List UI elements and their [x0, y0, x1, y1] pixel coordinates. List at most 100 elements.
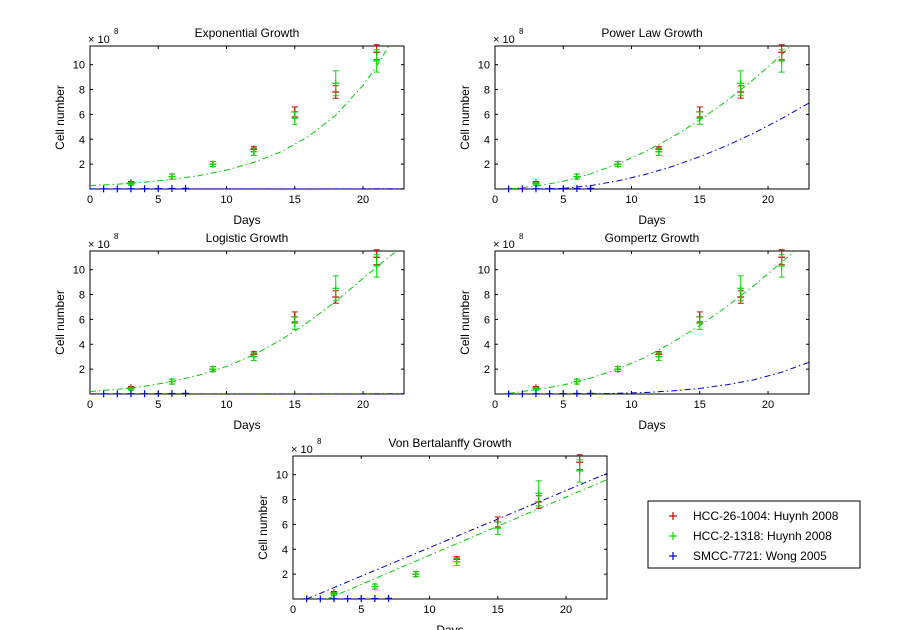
y-exponent-power: 8 [317, 437, 322, 446]
x-tick-label: 0 [492, 194, 498, 206]
data-point [573, 390, 581, 398]
y-axis-label: Cell number [458, 290, 472, 355]
data-point [737, 275, 745, 302]
data-point [371, 583, 379, 591]
data-point [535, 480, 543, 507]
y-exponent-power: 8 [519, 27, 524, 36]
y-tick-label: 6 [282, 519, 288, 531]
y-tick-label: 8 [484, 290, 490, 302]
y-axis-label: Cell number [53, 290, 67, 355]
y-exponent-label: × 10 [88, 34, 110, 46]
chart-title: Von Bertalanffy Growth [388, 436, 511, 450]
data-point [113, 185, 121, 193]
data-point [154, 390, 162, 398]
data-point [505, 390, 513, 398]
data-point [100, 185, 108, 193]
data-point [209, 365, 217, 373]
y-exponent-label: × 10 [493, 239, 515, 251]
legend-label: HCC-26-1004: Huynh 2008 [693, 509, 839, 523]
y-tick-label: 6 [484, 109, 490, 121]
legend: HCC-26-1004: Huynh 2008 HCC-2-1318: Huynh… [647, 500, 861, 569]
x-tick-label: 10 [220, 194, 232, 206]
y-axis-label: Cell number [53, 85, 67, 150]
data-point [291, 111, 299, 125]
data-point [344, 595, 352, 603]
x-tick-label: 15 [694, 399, 706, 411]
y-tick-label: 4 [484, 339, 490, 351]
data-point [332, 70, 340, 97]
data-point [412, 570, 420, 578]
x-tick-label: 0 [290, 604, 296, 616]
data-point [316, 595, 324, 603]
data-point [559, 390, 567, 398]
data-point [385, 594, 393, 602]
data-point [100, 390, 108, 398]
data-point [614, 365, 622, 373]
y-tick-label: 10 [478, 60, 490, 72]
data-point [168, 378, 176, 386]
y-tick-label: 2 [484, 159, 490, 171]
data-point [546, 390, 554, 398]
y-tick-label: 6 [484, 314, 490, 326]
data-point [291, 316, 299, 330]
fit-curve [90, 46, 390, 186]
data-point [614, 160, 622, 168]
x-tick-label: 20 [762, 399, 774, 411]
data-point [573, 173, 581, 181]
x-axis-label: Days [233, 213, 260, 227]
data-point [250, 147, 258, 156]
x-tick-label: 5 [155, 194, 161, 206]
x-tick-label: 15 [289, 399, 301, 411]
axes-box [89, 250, 405, 395]
legend-box [647, 500, 861, 569]
y-tick-label: 10 [478, 265, 490, 277]
fit-curve [563, 361, 809, 394]
x-tick-label: 15 [694, 194, 706, 206]
legend-entry: SMCC-7721: Wong 2005 [669, 549, 827, 563]
legend-entry: HCC-2-1318: Huynh 2008 [669, 529, 832, 543]
data-point [141, 185, 149, 193]
x-tick-label: 0 [87, 399, 93, 411]
y-tick-label: 8 [79, 290, 85, 302]
y-tick-label: 10 [73, 60, 85, 72]
data-point [373, 49, 381, 73]
legend-label: HCC-2-1318: Huynh 2008 [693, 529, 832, 543]
axes-box [494, 250, 810, 395]
y-exponent-label: × 10 [493, 34, 515, 46]
fit-curve [90, 251, 398, 392]
legend-entry: HCC-26-1004: Huynh 2008 [669, 509, 839, 523]
data-point [127, 390, 135, 398]
x-tick-label: 20 [762, 194, 774, 206]
y-exponent-power: 8 [519, 232, 524, 241]
y-tick-label: 6 [79, 314, 85, 326]
data-point [737, 70, 745, 97]
data-point [655, 352, 663, 361]
chart-title: Logistic Growth [206, 231, 289, 245]
y-tick-label: 4 [282, 544, 288, 556]
x-tick-label: 5 [560, 194, 566, 206]
chart-title: Power Law Growth [601, 26, 702, 40]
x-tick-label: 20 [357, 194, 369, 206]
x-tick-label: 10 [625, 194, 637, 206]
y-tick-label: 10 [73, 265, 85, 277]
y-exponent-power: 8 [114, 232, 119, 241]
data-point [168, 173, 176, 181]
data-point [154, 185, 162, 193]
y-axis-label: Cell number [256, 495, 270, 560]
x-tick-label: 5 [155, 399, 161, 411]
data-point [696, 111, 704, 125]
x-tick-label: 15 [289, 194, 301, 206]
fit-curve [535, 102, 809, 189]
chart-title: Exponential Growth [195, 26, 300, 40]
y-tick-label: 2 [79, 159, 85, 171]
fit-curve [508, 46, 792, 189]
y-tick-label: 4 [79, 339, 85, 351]
data-point [559, 185, 567, 193]
data-point [168, 185, 176, 193]
